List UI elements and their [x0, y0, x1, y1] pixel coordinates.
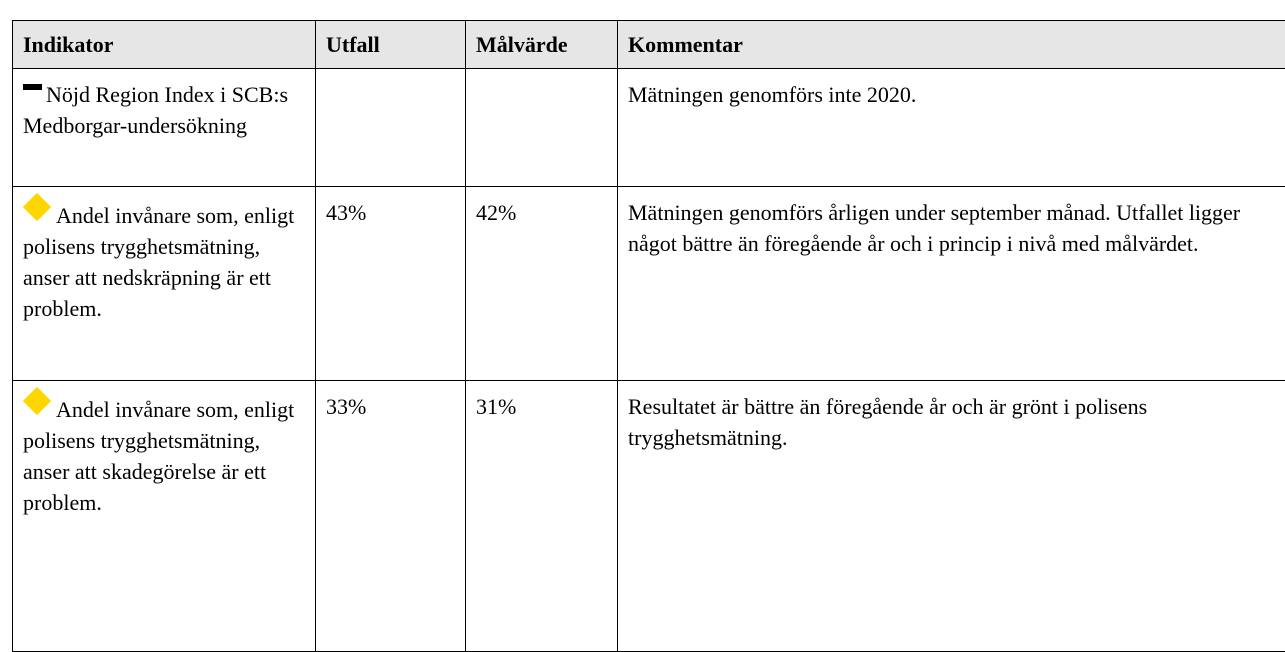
row: Andel invånare som, enligt polisens tryg…	[13, 381, 1285, 652]
cell: Resultatet är bättre än föregående år oc…	[618, 381, 1285, 652]
target: 42%	[476, 200, 516, 225]
row: Nöjd Region Index i SCB:s Medborgar-unde…	[13, 69, 1285, 187]
header-cell: Kommentar	[618, 21, 1285, 69]
status-diamond	[23, 193, 51, 221]
header-cell: Målvärde	[466, 21, 618, 69]
indicator-table: Indikator Utfall Målvärde Kommentar Nöjd…	[12, 20, 1285, 652]
comment: Resultatet är bättre än föregående år oc…	[628, 394, 1147, 450]
row: Andel invånare som, enligt polisens tryg…	[13, 187, 1285, 381]
comment: Mätningen genomförs årligen under septem…	[628, 200, 1240, 256]
status-diamond	[23, 387, 51, 415]
cell: 31%	[466, 381, 618, 652]
indicator: Andel invånare som, enligt polisens tryg…	[23, 203, 294, 321]
target: 31%	[476, 394, 516, 419]
status-dash	[23, 84, 42, 90]
cell: Nöjd Region Index i SCB:s Medborgar-unde…	[13, 69, 316, 187]
cell: 33%	[316, 381, 466, 652]
outcome: 43%	[326, 200, 366, 225]
cell: Andel invånare som, enligt polisens tryg…	[13, 187, 316, 381]
cell: Andel invånare som, enligt polisens tryg…	[13, 381, 316, 652]
header-cell: Utfall	[316, 21, 466, 69]
header-row: Indikator Utfall Målvärde Kommentar	[13, 21, 1285, 69]
indicator: Andel invånare som, enligt polisens tryg…	[23, 397, 294, 515]
cell	[316, 69, 466, 187]
cell: Mätningen genomförs inte 2020.	[618, 69, 1285, 187]
cell: 42%	[466, 187, 618, 381]
cell: 43%	[316, 187, 466, 381]
cell: Mätningen genomförs årligen under septem…	[618, 187, 1285, 381]
comment: Mätningen genomförs inte 2020.	[628, 82, 916, 107]
cell	[466, 69, 618, 187]
header-cell: Indikator	[13, 21, 316, 69]
indicator: Nöjd Region Index i SCB:s Medborgar-unde…	[23, 82, 288, 138]
outcome: 33%	[326, 394, 366, 419]
